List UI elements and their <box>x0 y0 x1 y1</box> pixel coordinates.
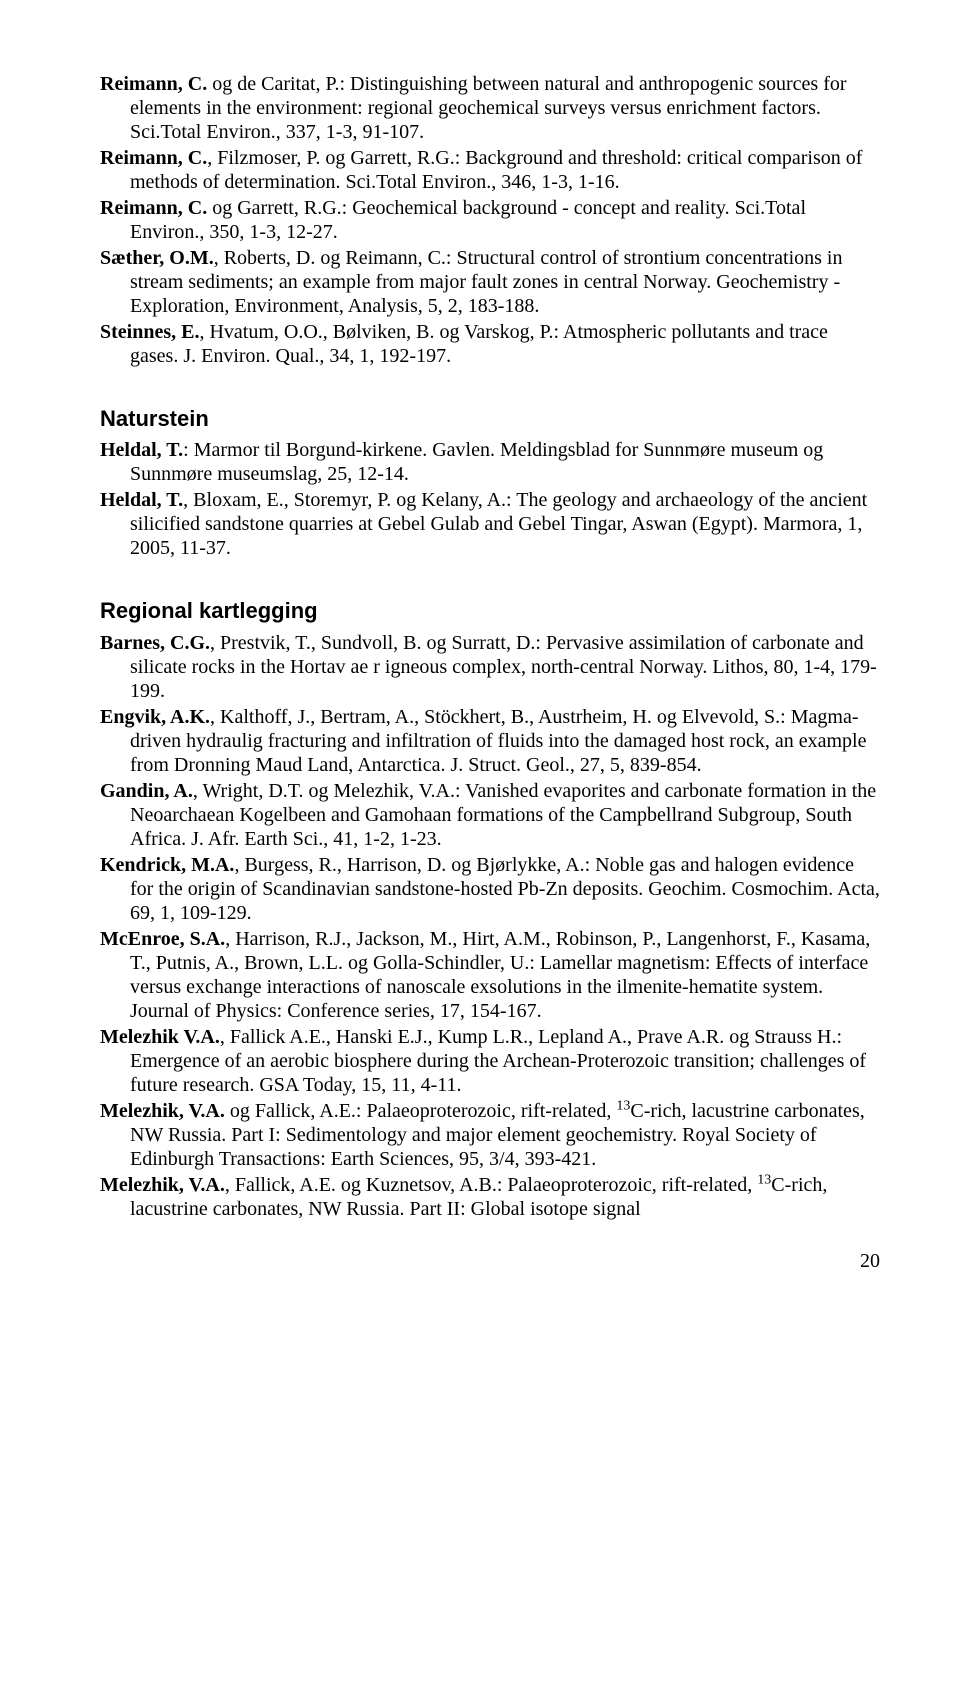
bibliography-entry: Steinnes, E., Hvatum, O.O., Bølviken, B.… <box>100 320 880 368</box>
entry-text: , Harrison, R.J., Jackson, M., Hirt, A.M… <box>130 928 870 1022</box>
bibliography-entry: Heldal, T., Bloxam, E., Storemyr, P. og … <box>100 488 880 560</box>
section-heading-regional: Regional kartlegging <box>100 598 880 624</box>
bibliography-section-top: Reimann, C. og de Caritat, P.: Distingui… <box>100 72 880 368</box>
bibliography-section-naturstein: Heldal, T.: Marmor til Borgund-kirkene. … <box>100 438 880 560</box>
author-bold: Heldal, T. <box>100 439 183 461</box>
entry-text: , Bloxam, E., Storemyr, P. og Kelany, A.… <box>130 489 867 559</box>
bibliography-entry: Melezhik, V.A. og Fallick, A.E.: Palaeop… <box>100 1099 880 1171</box>
entry-text: , Burgess, R., Harrison, D. og Bjørlykke… <box>130 854 880 924</box>
bibliography-entry: Reimann, C. og Garrett, R.G.: Geochemica… <box>100 196 880 244</box>
bibliography-entry: Engvik, A.K., Kalthoff, J., Bertram, A.,… <box>100 705 880 777</box>
author-bold: Reimann, C. <box>100 197 207 219</box>
bibliography-entry: McEnroe, S.A., Harrison, R.J., Jackson, … <box>100 927 880 1023</box>
bibliography-entry: Heldal, T.: Marmor til Borgund-kirkene. … <box>100 438 880 486</box>
superscript: 13 <box>616 1098 630 1113</box>
entry-text: , Kalthoff, J., Bertram, A., Stöckhert, … <box>130 706 866 776</box>
bibliography-entry: Reimann, C. og de Caritat, P.: Distingui… <box>100 72 880 144</box>
entry-text: , Roberts, D. og Reimann, C.: Structural… <box>130 247 843 317</box>
author-bold: Steinnes, E. <box>100 321 199 343</box>
entry-text: og Garrett, R.G.: Geochemical background… <box>130 197 806 243</box>
section-heading-naturstein: Naturstein <box>100 406 880 432</box>
author-bold: Engvik, A.K. <box>100 706 210 728</box>
author-bold: Melezhik, V.A. <box>100 1174 225 1196</box>
entry-text: , Prestvik, T., Sundvoll, B. og Surratt,… <box>130 632 877 702</box>
author-bold: McEnroe, S.A. <box>100 928 225 950</box>
superscript: 13 <box>757 1172 771 1187</box>
author-bold: Melezhik V.A. <box>100 1026 220 1048</box>
entry-text: , Hvatum, O.O., Bølviken, B. og Varskog,… <box>130 321 828 367</box>
bibliography-entry: Reimann, C., Filzmoser, P. og Garrett, R… <box>100 146 880 194</box>
bibliography-entry: Sæther, O.M., Roberts, D. og Reimann, C.… <box>100 246 880 318</box>
bibliography-entry: Barnes, C.G., Prestvik, T., Sundvoll, B.… <box>100 631 880 703</box>
author-bold: Gandin, A. <box>100 780 193 802</box>
bibliography-entry: Kendrick, M.A., Burgess, R., Harrison, D… <box>100 853 880 925</box>
author-bold: Heldal, T. <box>100 489 183 511</box>
bibliography-entry: Melezhik V.A., Fallick A.E., Hanski E.J.… <box>100 1025 880 1097</box>
bibliography-entry: Gandin, A., Wright, D.T. og Melezhik, V.… <box>100 779 880 851</box>
author-bold: Reimann, C. <box>100 147 207 169</box>
author-bold: Reimann, C. <box>100 73 207 95</box>
author-bold: Kendrick, M.A. <box>100 854 234 876</box>
entry-text: , Fallick A.E., Hanski E.J., Kump L.R., … <box>130 1026 866 1096</box>
bibliography-entry: Melezhik, V.A., Fallick, A.E. og Kuznets… <box>100 1173 880 1221</box>
entry-text: og Fallick, A.E.: Palaeoproterozoic, rif… <box>225 1100 617 1122</box>
entry-text: , Wright, D.T. og Melezhik, V.A.: Vanish… <box>130 780 876 850</box>
author-bold: Melezhik, V.A. <box>100 1100 225 1122</box>
entry-text: : Marmor til Borgund-kirkene. Gavlen. Me… <box>130 439 823 485</box>
bibliography-section-regional: Barnes, C.G., Prestvik, T., Sundvoll, B.… <box>100 631 880 1221</box>
entry-text: , Fallick, A.E. og Kuznetsov, A.B.: Pala… <box>225 1174 757 1196</box>
entry-text: og de Caritat, P.: Distinguishing betwee… <box>130 73 847 143</box>
author-bold: Barnes, C.G. <box>100 632 210 654</box>
entry-text: , Filzmoser, P. og Garrett, R.G.: Backgr… <box>130 147 862 193</box>
page-number: 20 <box>100 1249 880 1273</box>
author-bold: Sæther, O.M. <box>100 247 214 269</box>
